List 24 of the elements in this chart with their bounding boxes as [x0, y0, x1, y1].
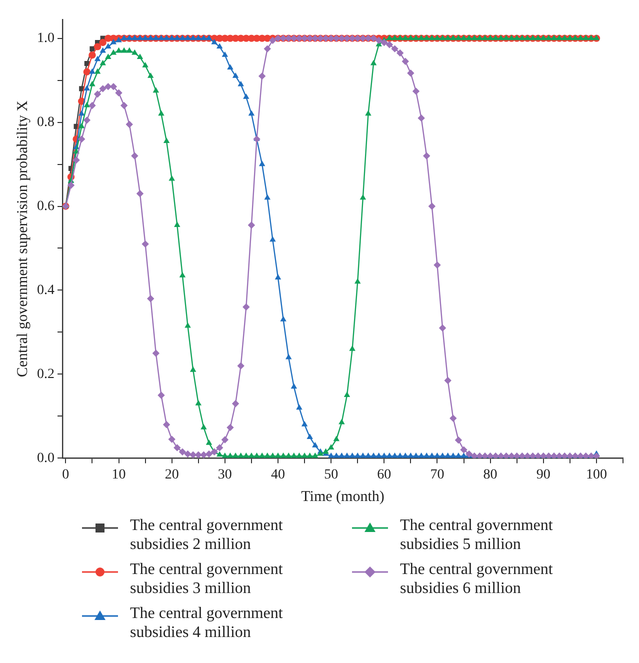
legend-label: The central government subsidies 2 million [130, 516, 284, 554]
x-tick-label: 20 [164, 467, 179, 482]
y-tick-label: 1.0 [37, 30, 54, 46]
legend-label: The central government subsidies 6 million [400, 560, 554, 598]
x-tick-label: 30 [218, 467, 232, 482]
y-tick-label: 0.2 [37, 366, 54, 382]
y-tick-label: 0.6 [37, 198, 54, 214]
y-tick-label: 0.0 [37, 450, 54, 466]
legend-label: The central government subsidies 4 million [130, 604, 284, 642]
y-tick-label: 0.4 [37, 282, 54, 298]
x-tick-label: 0 [62, 467, 70, 482]
x-tick-label: 100 [586, 467, 607, 482]
x-tick-label: 70 [430, 467, 444, 482]
x-tick-label: 50 [324, 467, 338, 482]
x-tick-label: 40 [270, 467, 285, 482]
y-tick-label: 0.8 [37, 114, 54, 130]
y-axis-title: Central government supervision probability X [14, 100, 31, 378]
x-tick-label: 10 [112, 467, 126, 482]
x-tick-label: 90 [536, 467, 550, 482]
x-tick-label: 60 [377, 467, 392, 482]
x-axis-title: Time (month) [301, 488, 384, 505]
legend-label: The central government subsidies 3 million [130, 560, 284, 598]
x-tick-label: 80 [483, 467, 498, 482]
legend-label: The central government subsidies 5 million [400, 516, 554, 554]
